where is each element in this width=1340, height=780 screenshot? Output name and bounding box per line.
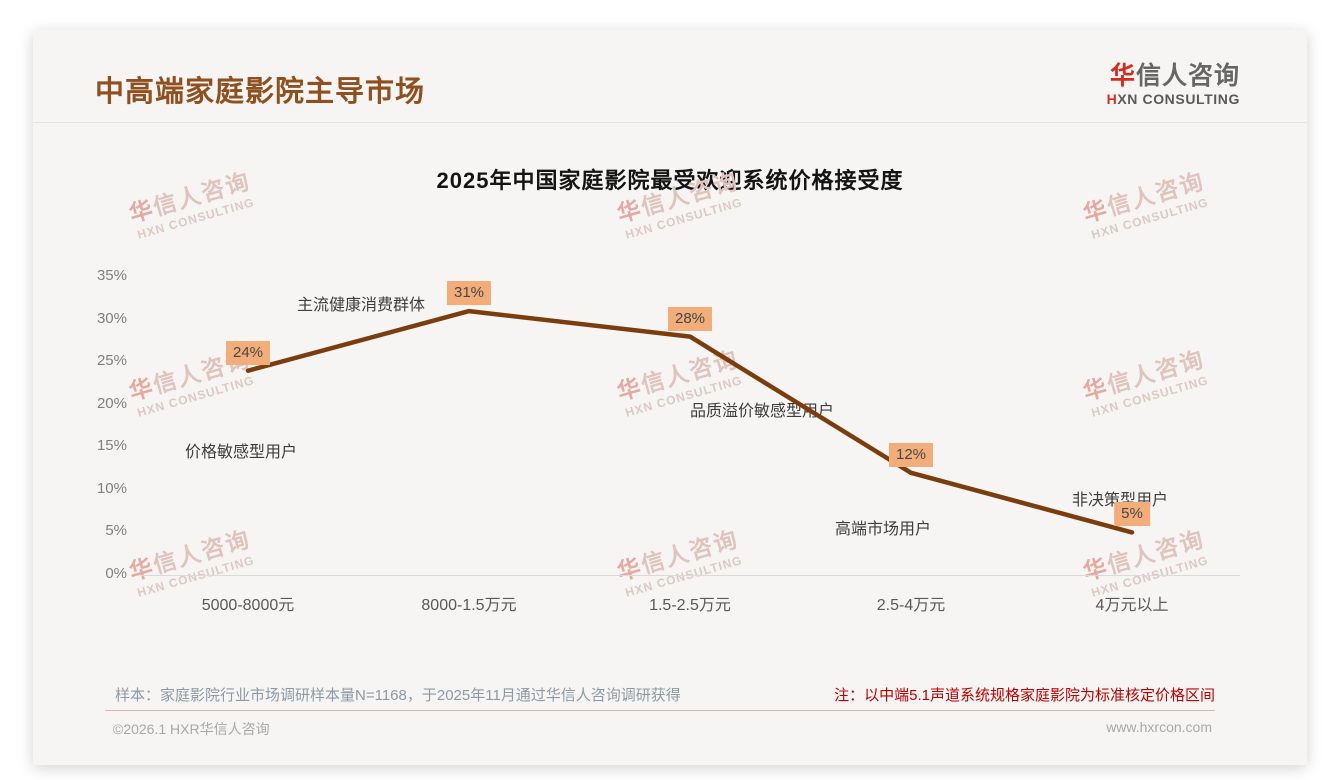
logo-en-rest: XN CONSULTING bbox=[1117, 90, 1240, 107]
x-category-label: 8000-1.5万元 bbox=[421, 597, 517, 614]
x-category-label: 5000-8000元 bbox=[201, 597, 295, 614]
logo-cn-accent: 华 bbox=[1109, 62, 1136, 90]
logo-chinese-name: 华信人咨询 bbox=[1107, 62, 1240, 91]
y-tick-label: 15% bbox=[96, 437, 127, 455]
y-tick-label: 30% bbox=[96, 309, 127, 327]
page-title: 中高端家庭影院主导市场 bbox=[95, 76, 426, 108]
x-category-label: 4万元以上 bbox=[1095, 597, 1169, 614]
data-point-label: 28% bbox=[667, 306, 713, 331]
slide-card bbox=[33, 30, 1307, 765]
y-tick-label: 0% bbox=[105, 565, 127, 582]
x-axis-line bbox=[140, 575, 1240, 576]
data-point-label: 12% bbox=[888, 442, 934, 467]
copyright-text: ©2026.1 HXR华信人咨询 bbox=[113, 721, 270, 737]
logo-cn-rest: 信人咨询 bbox=[1135, 62, 1240, 90]
y-tick-label: 10% bbox=[96, 479, 127, 497]
y-tick-label: 5% bbox=[105, 522, 127, 540]
segment-annotation: 价格敏感型用户 bbox=[185, 444, 298, 461]
website-url: www.hxrcon.com bbox=[1106, 719, 1212, 735]
data-point-label: 24% bbox=[225, 340, 271, 365]
y-tick-label: 20% bbox=[96, 394, 127, 412]
segment-annotation: 品质溢价敏感型用户 bbox=[690, 403, 835, 420]
acceptance-line-series bbox=[245, 308, 1135, 535]
logo-english-name: HXN CONSULTING bbox=[1107, 91, 1240, 107]
standard-note: 注：以中端5.1声道系统规格家庭影院为标准核定价格区间 bbox=[834, 687, 1215, 704]
footer-divider bbox=[105, 710, 1215, 711]
data-point-label: 31% bbox=[446, 281, 492, 306]
y-tick-label: 35% bbox=[96, 267, 127, 284]
header-divider bbox=[33, 122, 1307, 123]
x-category-label: 1.5-2.5万元 bbox=[649, 597, 731, 614]
logo-en-accent: H bbox=[1106, 90, 1118, 107]
segment-annotation: 高端市场用户 bbox=[835, 521, 932, 538]
segment-annotation: 主流健康消费群体 bbox=[297, 297, 426, 314]
chart-title: 2025年中国家庭影院最受欢迎系统价格接受度 bbox=[436, 168, 904, 193]
data-point-label: 5% bbox=[1114, 502, 1150, 527]
sample-note: 样本：家庭影院行业市场调研样本量N=1168，于2025年11月通过华信人咨询调… bbox=[115, 687, 681, 704]
y-tick-label: 25% bbox=[96, 352, 127, 370]
company-logo: 华信人咨询 HXN CONSULTING bbox=[1107, 62, 1240, 107]
x-category-label: 2.5-4万元 bbox=[876, 597, 946, 614]
